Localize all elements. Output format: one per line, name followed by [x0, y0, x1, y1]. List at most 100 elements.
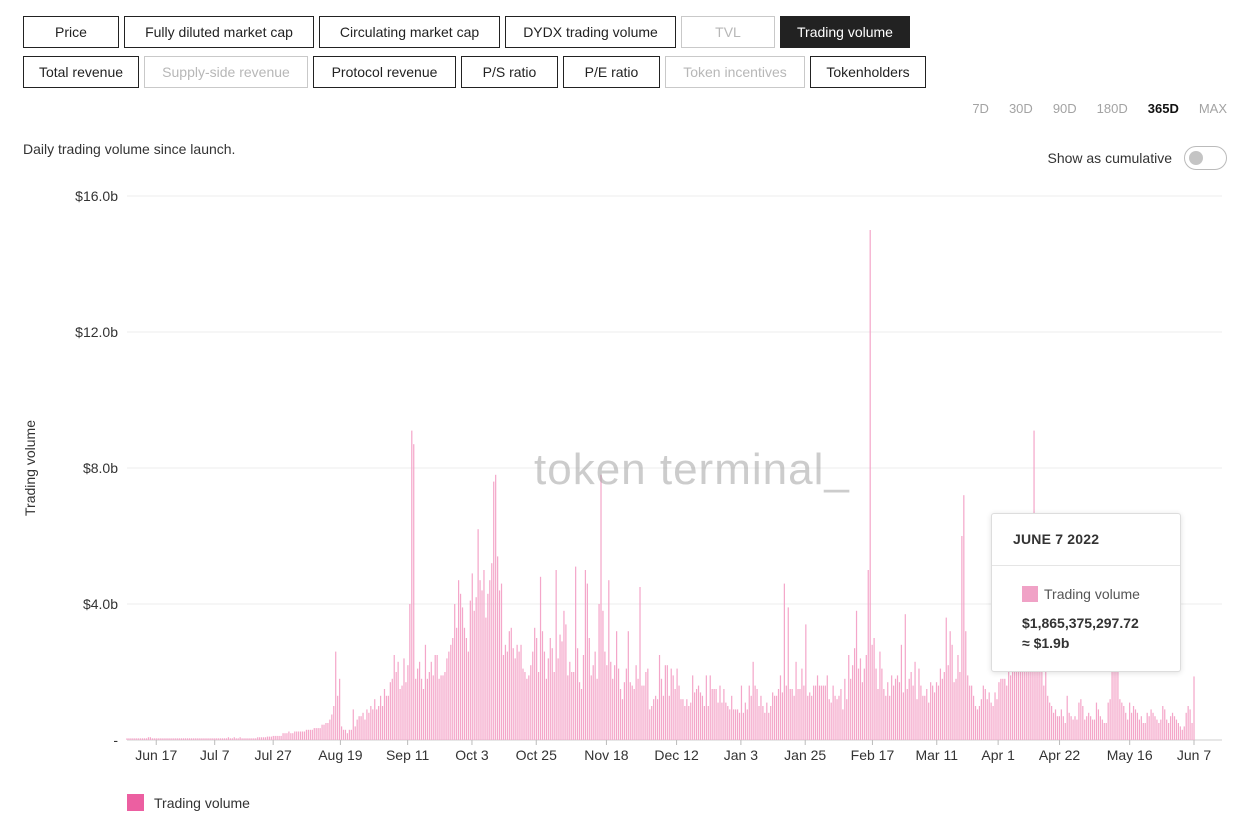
volume-bar[interactable]: [873, 638, 875, 740]
volume-bar[interactable]: [426, 678, 428, 740]
volume-bar[interactable]: [947, 665, 949, 740]
volume-bar[interactable]: [916, 699, 918, 740]
volume-bar[interactable]: [881, 668, 883, 740]
metric-button-fully-diluted-market-cap[interactable]: Fully diluted market cap: [124, 16, 314, 48]
volume-bar[interactable]: [586, 583, 588, 740]
volume-bar[interactable]: [795, 661, 797, 740]
volume-bar[interactable]: [980, 699, 982, 740]
volume-bar[interactable]: [1140, 716, 1142, 740]
volume-bar[interactable]: [1037, 638, 1039, 740]
volume-bar[interactable]: [253, 738, 255, 740]
volume-bar[interactable]: [1130, 712, 1133, 740]
volume-bar[interactable]: [1189, 709, 1191, 740]
volume-bar[interactable]: [738, 712, 741, 740]
volume-bar[interactable]: [458, 580, 460, 740]
volume-bar[interactable]: [495, 474, 497, 740]
volume-bar[interactable]: [354, 726, 356, 740]
volume-bar[interactable]: [358, 716, 360, 740]
volume-bar[interactable]: [1045, 661, 1047, 740]
volume-bar[interactable]: [733, 709, 735, 740]
volume-bar[interactable]: [337, 695, 339, 740]
volume-bar[interactable]: [479, 580, 481, 740]
volume-bar[interactable]: [169, 738, 171, 740]
volume-bar[interactable]: [319, 728, 321, 740]
volume-bar[interactable]: [327, 723, 329, 740]
volume-bar[interactable]: [1008, 672, 1010, 740]
volume-bar[interactable]: [813, 685, 815, 740]
volume-bar[interactable]: [1187, 706, 1189, 740]
volume-bar[interactable]: [660, 678, 663, 740]
range-30d[interactable]: 30D: [1008, 101, 1033, 116]
volume-bar[interactable]: [403, 658, 405, 740]
volume-bar[interactable]: [885, 695, 887, 740]
volume-bar[interactable]: [473, 610, 475, 740]
volume-bar[interactable]: [894, 678, 897, 740]
volume-bar[interactable]: [506, 651, 508, 740]
volume-bar[interactable]: [972, 695, 975, 740]
volume-bar[interactable]: [697, 685, 700, 740]
volume-bar[interactable]: [1146, 712, 1148, 740]
volume-bar[interactable]: [1074, 716, 1076, 740]
volume-bar[interactable]: [781, 692, 784, 740]
volume-bar[interactable]: [896, 675, 899, 740]
volume-bar[interactable]: [643, 685, 645, 740]
volume-bar[interactable]: [395, 672, 397, 740]
metric-button-tokenholders[interactable]: Tokenholders: [810, 56, 926, 88]
volume-bar[interactable]: [627, 631, 629, 740]
volume-bar[interactable]: [417, 668, 419, 740]
volume-bar[interactable]: [721, 702, 723, 740]
volume-bar[interactable]: [576, 648, 579, 740]
volume-bar[interactable]: [951, 644, 953, 740]
volume-bar[interactable]: [438, 678, 440, 740]
volume-bar[interactable]: [1039, 651, 1041, 740]
volume-bar[interactable]: [974, 706, 977, 740]
volume-bar[interactable]: [828, 699, 830, 740]
volume-bar[interactable]: [869, 230, 871, 740]
volume-bar[interactable]: [344, 729, 347, 740]
volume-bar[interactable]: [826, 675, 828, 740]
volume-bar[interactable]: [1078, 702, 1080, 740]
volume-bar[interactable]: [703, 706, 705, 740]
volume-bar[interactable]: [1029, 672, 1031, 740]
volume-bar[interactable]: [1068, 712, 1070, 740]
volume-bar[interactable]: [229, 738, 231, 740]
volume-bar[interactable]: [155, 738, 157, 740]
volume-bar[interactable]: [959, 672, 961, 740]
volume-bar[interactable]: [606, 665, 608, 740]
volume-bar[interactable]: [824, 685, 826, 740]
volume-bar[interactable]: [1062, 716, 1064, 740]
metric-button-circulating-market-cap[interactable]: Circulating market cap: [319, 16, 500, 48]
volume-bar[interactable]: [807, 695, 809, 740]
metric-button-ps-ratio[interactable]: P/S ratio: [461, 56, 558, 88]
volume-bar[interactable]: [932, 685, 934, 740]
volume-bar[interactable]: [978, 706, 981, 740]
volume-bar[interactable]: [777, 689, 780, 740]
volume-bar[interactable]: [424, 644, 427, 740]
volume-bar[interactable]: [859, 658, 862, 740]
volume-bar[interactable]: [592, 665, 594, 740]
volume-bar[interactable]: [758, 706, 760, 740]
volume-bar[interactable]: [1006, 685, 1008, 740]
volume-bar[interactable]: [690, 702, 692, 740]
volume-bar[interactable]: [300, 731, 302, 741]
volume-bar[interactable]: [298, 731, 300, 741]
volume-bar[interactable]: [413, 444, 415, 740]
volume-bar[interactable]: [1076, 719, 1078, 740]
volume-bar[interactable]: [543, 651, 546, 740]
volume-bar[interactable]: [891, 675, 893, 740]
volume-bar[interactable]: [1056, 716, 1059, 740]
volume-bar[interactable]: [518, 651, 520, 740]
volume-bar[interactable]: [1183, 726, 1185, 740]
metric-button-trading-volume[interactable]: Trading volume: [780, 16, 910, 48]
volume-bar[interactable]: [309, 729, 311, 740]
volume-bar[interactable]: [1011, 672, 1014, 740]
volume-bar[interactable]: [793, 695, 795, 740]
volume-bar[interactable]: [516, 644, 518, 740]
volume-bar[interactable]: [629, 682, 631, 740]
volume-bar[interactable]: [695, 689, 698, 740]
volume-bar[interactable]: [772, 692, 774, 740]
volume-bar[interactable]: [140, 738, 142, 740]
volume-bar[interactable]: [682, 699, 684, 740]
volume-bar[interactable]: [340, 726, 343, 740]
volume-bar[interactable]: [177, 738, 179, 740]
